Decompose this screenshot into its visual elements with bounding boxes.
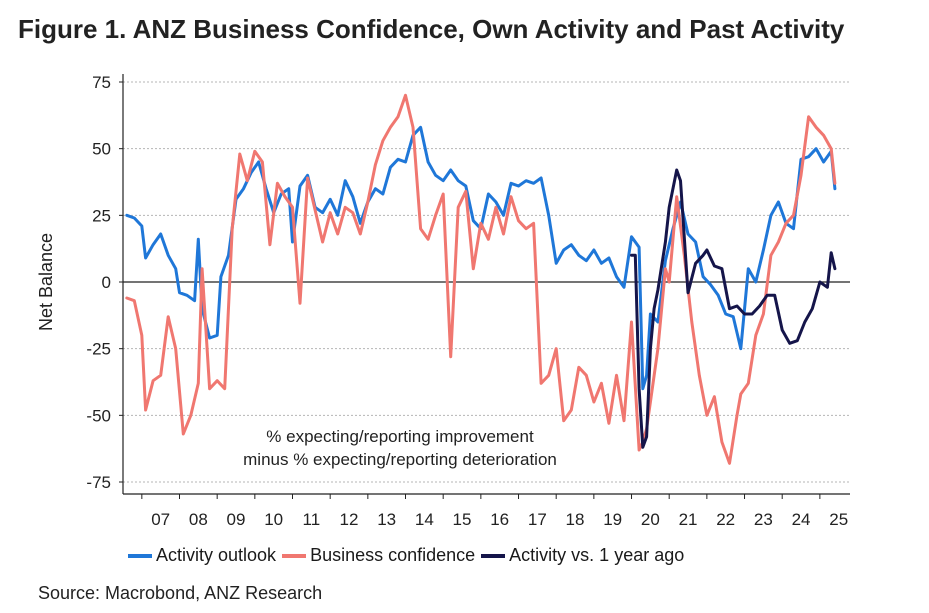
y-axis-label: Net Balance (36, 233, 56, 331)
y-tick-label: 25 (92, 206, 111, 225)
x-tick-label-25: 25 (829, 510, 848, 529)
chart-title: Figure 1. ANZ Business Confidence, Own A… (18, 14, 845, 44)
y-tick-label: -25 (86, 340, 111, 359)
y-tick-label: 50 (92, 140, 111, 159)
legend-label-business-confidence: Business confidence (310, 545, 476, 565)
legend: Activity outlook Business confidence Act… (128, 545, 684, 566)
activity-outlook-line (125, 125, 837, 391)
business-confidence-line (125, 93, 837, 465)
x-tick-label-21: 21 (679, 510, 698, 529)
x-tick-labels: 07 08 09 10 11 12 13 14 15 16 17 18 19 20 21 22 23 24 25 (151, 510, 848, 529)
x-tick-label-19: 19 (603, 510, 622, 529)
x-tick-label-13: 13 (377, 510, 396, 529)
legend-item-business-confidence: Business confidence (282, 545, 475, 566)
legend-swatch-business-confidence (282, 553, 307, 558)
axes (119, 74, 850, 499)
x-tick-label-22: 22 (716, 510, 735, 529)
legend-swatch-activity-outlook (128, 553, 152, 558)
series-lines (125, 93, 837, 465)
annotation-line-2: minus % expecting/reporting deterioratio… (243, 450, 557, 469)
x-tick-label-10: 10 (264, 510, 283, 529)
y-tick-labels: 75 50 25 0 -25 -50 -75 (86, 73, 111, 492)
x-tick-label-09: 09 (227, 510, 246, 529)
legend-item-activity-outlook: Activity outlook (128, 545, 276, 566)
x-tick-label-14: 14 (415, 510, 434, 529)
gridlines (123, 81, 850, 483)
x-tick-label-11: 11 (303, 510, 321, 529)
y-tick-label: -50 (86, 406, 111, 425)
x-tick-label-17: 17 (528, 510, 547, 529)
y-tick-label: 0 (102, 273, 111, 292)
legend-swatch-activity-vs-year-ago (481, 553, 506, 558)
y-tick-label: 75 (92, 73, 111, 92)
x-tick-label-16: 16 (490, 510, 509, 529)
annotation-line-1: % expecting/reporting improvement (266, 427, 534, 446)
legend-item-activity-vs-year-ago: Activity vs. 1 year ago (481, 545, 684, 566)
legend-label-activity-outlook: Activity outlook (156, 545, 277, 565)
x-tick-label-20: 20 (641, 510, 660, 529)
x-tick-label-12: 12 (340, 510, 359, 529)
x-tick-label-07: 07 (151, 510, 170, 529)
y-tick-label: -75 (86, 473, 111, 492)
x-tick-label-18: 18 (566, 510, 585, 529)
x-tick-label-24: 24 (792, 510, 811, 529)
activity-vs-year-ago-line (630, 168, 837, 449)
x-tick-label-23: 23 (754, 510, 773, 529)
legend-label-activity-vs-year-ago: Activity vs. 1 year ago (509, 545, 685, 565)
x-tick-label-08: 08 (189, 510, 208, 529)
source-note: Source: Macrobond, ANZ Research (38, 583, 323, 603)
x-tick-label-15: 15 (453, 510, 472, 529)
